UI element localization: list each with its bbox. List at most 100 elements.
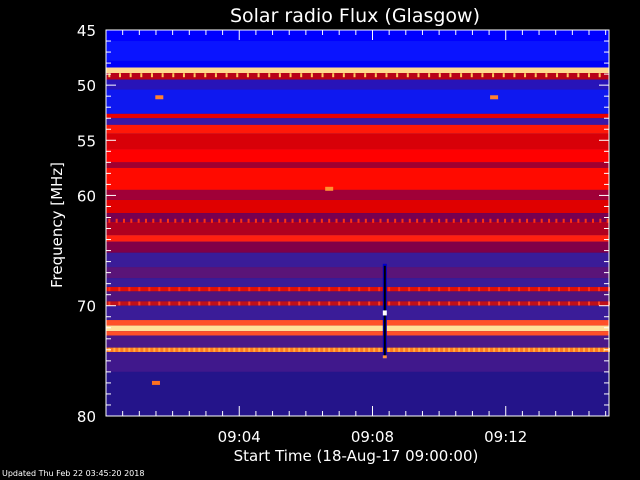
heatmap-tick-mark — [599, 218, 602, 223]
heatmap-band-17 — [106, 221, 609, 236]
heatmap-tick-mark — [460, 218, 463, 223]
heatmap-tick-mark — [143, 347, 146, 352]
heatmap-tick-mark — [568, 347, 571, 352]
heatmap-tick-mark — [386, 218, 389, 223]
heatmap-tick-mark — [353, 73, 356, 78]
y-axis-label: Frequency [MHz] — [48, 162, 66, 288]
heatmap-tick-mark — [350, 218, 353, 223]
heatmap-tick-mark — [524, 73, 527, 78]
heatmap-tick-mark — [204, 73, 207, 78]
heatmap-tick-mark — [363, 347, 366, 352]
x-tick-label: 09:12 — [484, 428, 527, 446]
heatmap-tick-mark — [218, 301, 221, 306]
heatmap-tick-mark — [511, 218, 514, 223]
heatmap-tick-mark — [418, 287, 421, 292]
heatmap-tick-mark — [238, 287, 241, 292]
heatmap-tick-mark — [130, 218, 133, 223]
y-tick-label: 55 — [77, 132, 96, 150]
heatmap-tick-mark — [118, 347, 121, 352]
heatmap-tick-mark — [374, 73, 377, 78]
heatmap-band-8 — [106, 118, 609, 125]
heatmap-tick-mark — [188, 287, 191, 292]
heatmap-tick-mark — [401, 218, 404, 223]
heatmap-tick-mark — [203, 218, 206, 223]
heatmap-tick-mark — [593, 347, 596, 352]
heatmap-tick-mark — [288, 301, 291, 306]
heatmap-tick-mark — [504, 218, 507, 223]
heatmap-tick-mark — [533, 347, 536, 352]
heatmap-tick-mark — [467, 218, 470, 223]
heatmap-tick-mark — [214, 73, 217, 78]
heatmap-tick-mark — [445, 218, 448, 223]
heatmap-tick-mark — [343, 347, 346, 352]
heatmap-tick-mark — [483, 347, 486, 352]
heatmap-tick-mark — [328, 218, 331, 223]
heatmap-tick-mark — [263, 347, 266, 352]
heatmap-tick-mark — [433, 347, 436, 352]
heatmap-tick-mark — [558, 287, 561, 292]
heatmap-tick-mark — [161, 73, 164, 78]
heatmap-tick-mark — [578, 301, 581, 306]
heatmap-tick-mark — [368, 301, 371, 306]
heatmap-tick-mark — [379, 218, 382, 223]
heatmap-tick-mark — [148, 301, 151, 306]
heatmap-tick-mark — [225, 218, 228, 223]
heatmap-tick-mark — [408, 301, 411, 306]
heatmap-tick-mark — [225, 73, 228, 78]
heatmap-tick-mark — [418, 301, 421, 306]
heatmap-tick-mark — [208, 347, 211, 352]
heatmap-tick-mark — [137, 218, 140, 223]
heatmap-tick-mark — [303, 347, 306, 352]
heatmap-tick-mark — [588, 301, 591, 306]
heatmap-tick-mark — [144, 218, 147, 223]
y-axis: 45 50 55 60 70 80 — [77, 22, 609, 426]
y-tick-label: 60 — [77, 187, 96, 205]
heatmap-tick-mark — [298, 287, 301, 292]
heatmap-band-12 — [106, 162, 609, 168]
heatmap-tick-mark — [443, 347, 446, 352]
heatmap-tick-mark — [129, 73, 132, 78]
heatmap-tick-mark — [218, 287, 221, 292]
heatmap-tick-mark — [393, 347, 396, 352]
heatmap-tick-mark — [148, 287, 151, 292]
heatmap-tick-mark — [481, 73, 484, 78]
heatmap-tick-mark — [518, 301, 521, 306]
heatmap-tick-mark — [388, 347, 391, 352]
heatmap-tick-mark — [293, 347, 296, 352]
heatmap-tick-mark — [291, 218, 294, 223]
heatmap-tick-mark — [268, 301, 271, 306]
heatmap-tick-mark — [258, 347, 261, 352]
heatmap-tick-mark — [173, 347, 176, 352]
heatmap-tick-mark — [338, 347, 341, 352]
heatmap-tick-mark — [388, 287, 391, 292]
heatmap-tick-mark — [118, 73, 121, 78]
heatmap-tick-mark — [288, 347, 291, 352]
heatmap-tick-row-1 — [108, 218, 609, 223]
heatmap-tick-mark — [208, 287, 211, 292]
heatmap-tick-mark — [534, 73, 537, 78]
heatmap-tick-mark — [452, 218, 455, 223]
heatmap-tick-mark — [538, 347, 541, 352]
heatmap-band-3 — [106, 67, 609, 74]
heatmap-tick-mark — [198, 287, 201, 292]
heatmap-tick-mark — [449, 73, 452, 78]
burst-layer — [151, 95, 499, 385]
heatmap-tick-mark — [482, 218, 485, 223]
heatmap-tick-mark — [488, 347, 491, 352]
heatmap-tick-mark — [573, 347, 576, 352]
heatmap-tick-mark — [598, 301, 601, 306]
heatmap-tick-mark — [238, 301, 241, 306]
x-tick-label: 09:04 — [218, 428, 261, 446]
heatmap-tick-mark — [364, 218, 367, 223]
heatmap-tick-mark — [288, 287, 291, 292]
heatmap-tick-mark — [558, 347, 561, 352]
heatmap-tick-mark — [166, 218, 169, 223]
heatmap-tick-mark — [438, 347, 441, 352]
heatmap-tick-row-0 — [108, 73, 601, 78]
heatmap-band-25 — [106, 301, 609, 306]
heatmap-tick-mark — [568, 301, 571, 306]
heatmap-band-32 — [106, 352, 609, 372]
heatmap-tick-mark — [335, 218, 338, 223]
x-axis: 09:04 09:08 09:12 — [122, 30, 607, 446]
